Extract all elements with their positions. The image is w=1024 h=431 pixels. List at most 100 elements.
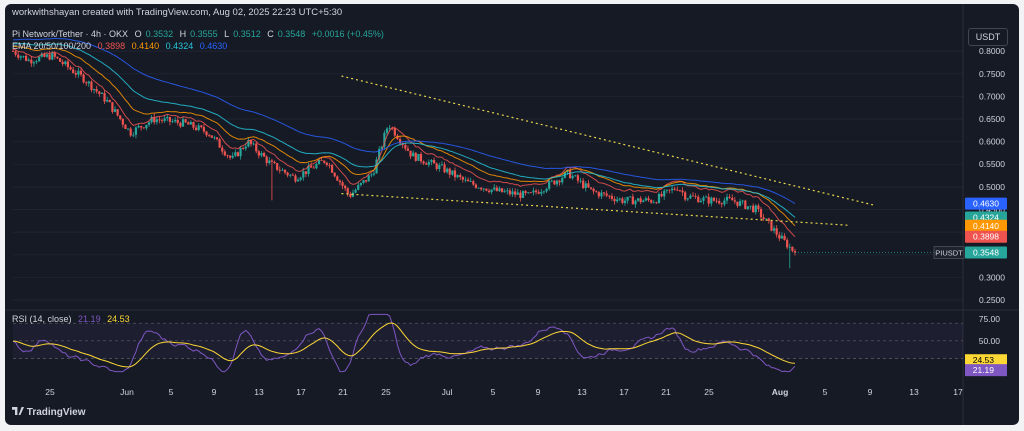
rsi-legend[interactable]: RSI (14, close) 21.19 24.53 — [12, 314, 134, 324]
candle-body — [490, 189, 493, 193]
candle — [793, 248, 797, 256]
candle — [738, 198, 742, 207]
candle-body — [294, 175, 297, 182]
candle — [231, 152, 234, 159]
candle — [786, 237, 789, 250]
candle — [79, 68, 83, 77]
candle — [126, 128, 130, 131]
candle — [650, 199, 653, 204]
candle-body — [665, 189, 668, 191]
candle-body — [600, 192, 603, 197]
candle-body — [618, 198, 621, 200]
candle-body — [668, 189, 671, 191]
candle-body — [257, 151, 260, 156]
candle-body — [728, 196, 731, 198]
candle — [519, 190, 522, 202]
candle-body — [697, 196, 700, 203]
candle-body — [610, 195, 614, 199]
candle — [242, 146, 245, 150]
candle — [210, 135, 213, 138]
candle — [514, 188, 517, 198]
candle — [116, 109, 119, 117]
candle — [718, 198, 721, 205]
candle — [247, 137, 250, 148]
candle-body — [464, 179, 467, 181]
candle-body — [736, 201, 739, 206]
candle — [307, 162, 310, 177]
candle — [657, 192, 661, 204]
candle — [529, 191, 532, 194]
candle — [626, 196, 629, 204]
candle-body — [281, 169, 284, 171]
candle-body — [32, 62, 36, 64]
candle-body — [767, 218, 770, 221]
candle — [398, 135, 402, 146]
chart-canvas[interactable]: 0.8000 0.7500 0.7000 0.6500 0.6000 0.5500 0.50… — [5, 4, 1019, 425]
candle — [64, 60, 67, 66]
candle-body — [378, 149, 381, 160]
price-tick-11: 0.2500 — [979, 295, 1005, 305]
candle — [490, 189, 493, 195]
candle — [435, 162, 438, 171]
candle — [759, 206, 763, 221]
candle-body — [642, 200, 645, 203]
candle-body — [242, 147, 245, 149]
candle-body — [791, 246, 794, 251]
rsi-value-label-1: 21.19 — [973, 365, 995, 375]
candle — [19, 55, 22, 61]
candle-body — [231, 155, 234, 158]
ema-legend[interactable]: EMA 20/50/100/200 0.3898 0.4140 0.4324 0… — [12, 41, 231, 51]
candle — [385, 127, 389, 136]
candle-body — [704, 196, 708, 198]
candle-body — [344, 185, 347, 189]
time-tick-17: 9 — [868, 387, 873, 397]
currency-button[interactable]: USDT — [968, 28, 1008, 46]
candle — [553, 180, 556, 186]
candle-body — [160, 120, 164, 121]
candle-body — [582, 180, 585, 189]
candle-body — [72, 69, 75, 74]
candle-body — [597, 192, 600, 197]
time-tick-3: 9 — [212, 387, 217, 397]
candle-body — [38, 56, 41, 62]
tv-logo-icon — [12, 407, 24, 415]
candle-body — [702, 197, 705, 201]
candle-body — [302, 171, 305, 178]
candle-body — [278, 169, 281, 171]
candle-body — [192, 122, 195, 128]
candle — [168, 116, 172, 126]
candle — [665, 189, 668, 194]
candle — [153, 113, 156, 125]
ema-200-line — [12, 38, 796, 205]
candle — [333, 172, 336, 178]
candle — [132, 132, 135, 138]
candle-body — [757, 205, 760, 210]
candle-body — [720, 203, 723, 205]
candle — [129, 126, 132, 138]
candle — [474, 183, 478, 189]
candle — [663, 188, 666, 200]
candle — [202, 123, 206, 134]
candle-body — [45, 54, 49, 57]
candle-body — [432, 160, 436, 164]
candle — [270, 158, 274, 201]
candle — [731, 194, 734, 201]
candle — [249, 139, 253, 147]
candle — [111, 102, 114, 114]
candle — [22, 55, 25, 59]
candle-body — [79, 70, 83, 75]
candle-body — [568, 169, 572, 179]
candle — [448, 167, 451, 178]
time-tick-11: 13 — [577, 387, 587, 397]
candle — [438, 162, 441, 172]
candle — [82, 73, 85, 84]
symbol-name[interactable]: Pi Network/Tether · 4h · OKX — [12, 29, 129, 39]
candle — [765, 218, 768, 220]
candle — [464, 176, 467, 183]
candle-body — [11, 51, 15, 52]
candle-body — [404, 144, 407, 149]
ema-20-line — [12, 48, 796, 238]
price-label-0: 0.4630 — [973, 199, 999, 209]
candle-body — [472, 181, 475, 185]
candle-body — [270, 160, 274, 162]
